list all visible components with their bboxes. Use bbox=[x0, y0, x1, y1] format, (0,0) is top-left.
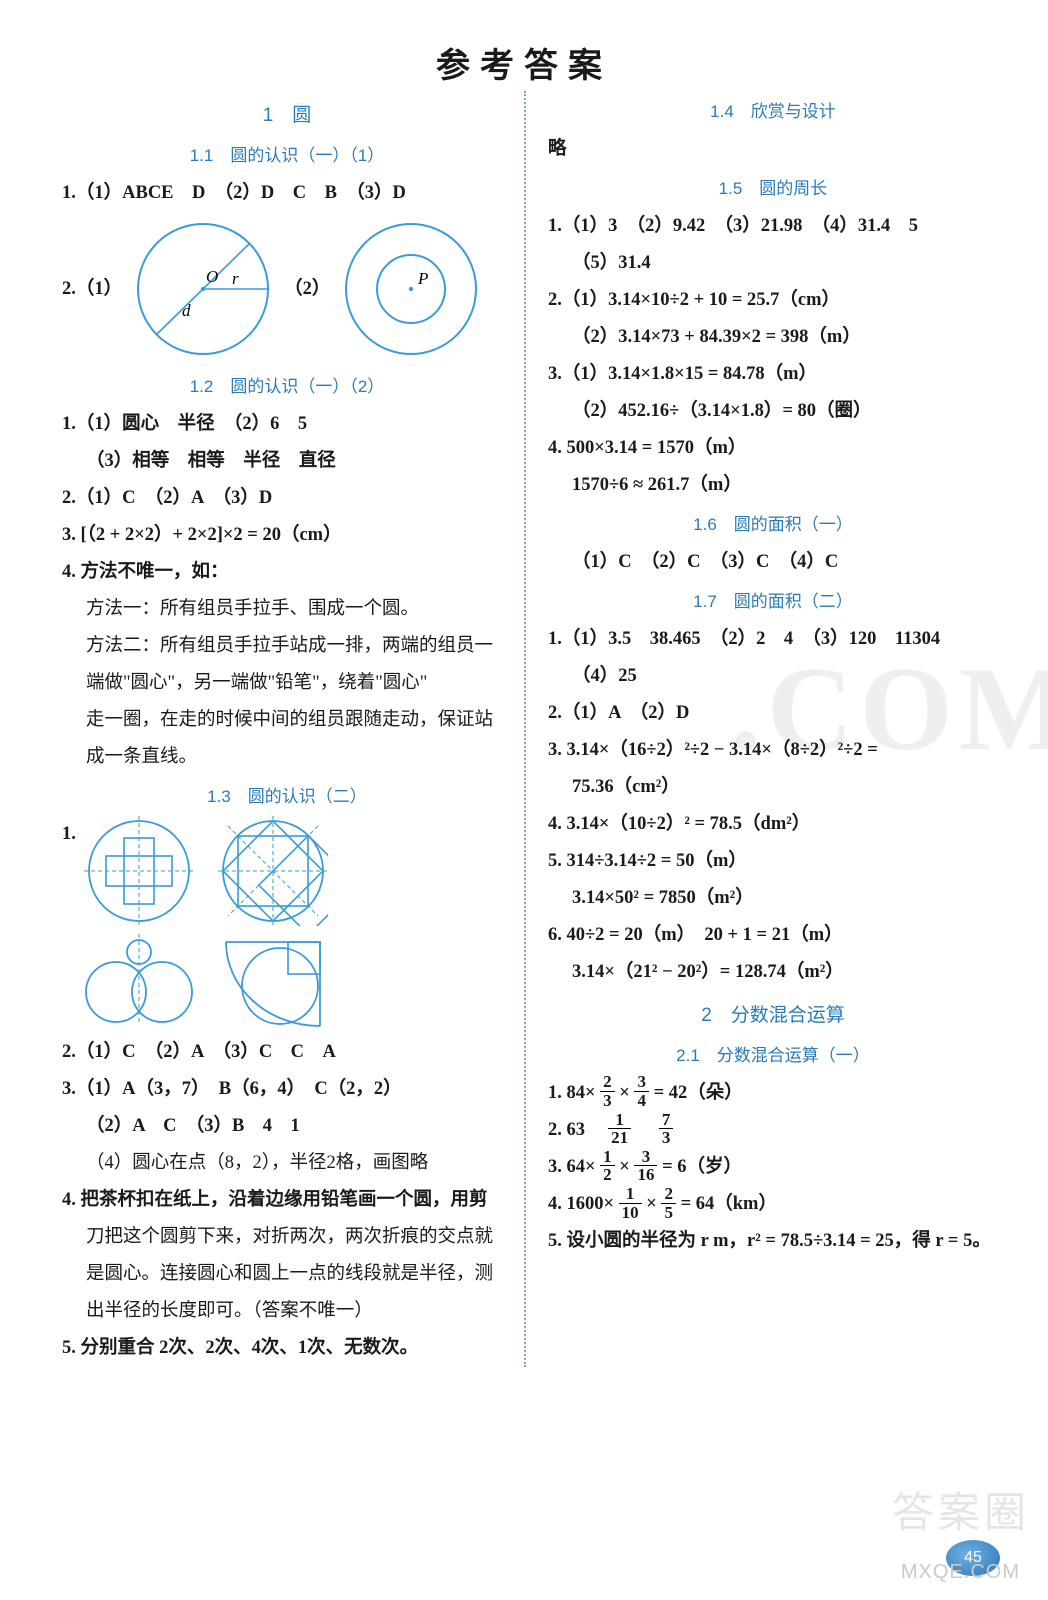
svg-text:r: r bbox=[232, 269, 239, 288]
text: 4. 1600× bbox=[548, 1194, 614, 1214]
s14: 略 bbox=[548, 131, 998, 168]
diagram-grid bbox=[84, 816, 328, 1034]
fraction: 25 bbox=[661, 1185, 676, 1222]
symmetry-diagram-3 bbox=[84, 934, 194, 1024]
section-1-6: 1.6 圆的面积（一） bbox=[548, 508, 998, 542]
s12-4: 4. 方法不唯一，如： bbox=[62, 554, 512, 591]
chapter-2: 2 分数混合运算 bbox=[548, 997, 998, 1035]
section-1-7: 1.7 圆的面积（二） bbox=[548, 585, 998, 619]
s17-5a: 5. 314÷3.14÷2 = 50（m） bbox=[548, 843, 998, 880]
s12-1: 1.（1）圆心 半径 （2）6 5 bbox=[62, 406, 512, 443]
s15-2a: 2.（1）3.14×10÷2 + 10 = 25.7（cm） bbox=[548, 282, 998, 319]
s13-4a: 4. 把茶杯扣在纸上，沿着边缘用铅笔画一个圆，用剪 bbox=[62, 1182, 512, 1219]
label-2-2: （2） bbox=[284, 271, 330, 308]
s15-1a: 1.（1）3 （2）9.42 （3）21.98 （4）31.4 5 bbox=[548, 208, 998, 245]
s15-2b: （2）3.14×73 + 84.39×2 = 398（m） bbox=[548, 319, 998, 356]
text: × bbox=[619, 1083, 630, 1103]
column-divider bbox=[524, 91, 526, 1367]
s21-4: 4. 1600× 110 × 25 = 64（km） bbox=[548, 1186, 998, 1223]
text: = 6（岁） bbox=[662, 1157, 742, 1177]
page: .COM 答案圈 参考答案 1 圆 1.1 圆的认识（一）（1） 1.（1）AB… bbox=[0, 0, 1048, 1600]
s12-4b: 方法二：所有组员手拉手站成一排，两端的组员一 bbox=[62, 628, 512, 665]
section-1-2: 1.2 圆的认识（一）（2） bbox=[62, 370, 512, 404]
s13-4c: 是圆心。连接圆心和圆上一点的线段就是半径，测 bbox=[62, 1256, 512, 1293]
q-1-1-1: 1.（1）ABCE D （2）D C B （3）D bbox=[62, 175, 512, 212]
fraction: 316 bbox=[634, 1148, 657, 1185]
text: 1.（1）ABCE D （2）D C B （3）D bbox=[62, 183, 406, 203]
symmetry-diagram-4 bbox=[218, 934, 328, 1034]
s12-3: 3. [（2 + 2×2）+ 2×2]×2 = 20（cm） bbox=[62, 517, 512, 554]
s17-6a: 6. 40÷2 = 20（m） 20 + 1 = 21（m） bbox=[548, 917, 998, 954]
s13-3b: （2）A C （3）B 4 1 bbox=[62, 1108, 512, 1145]
s13-3c: （4）圆心在点（8，2），半径2格，画图略 bbox=[62, 1145, 512, 1182]
s12-4c: 端做"圆心"，另一端做"铅笔"，绕着"圆心" bbox=[62, 665, 512, 702]
fraction: 110 bbox=[619, 1185, 642, 1222]
section-1-5: 1.5 圆的周长 bbox=[548, 172, 998, 206]
text: × bbox=[619, 1157, 630, 1177]
text: 2. 63 bbox=[548, 1120, 604, 1140]
section-1-4: 1.4 欣赏与设计 bbox=[548, 95, 998, 129]
symmetry-diagram-1 bbox=[84, 816, 194, 926]
section-1-3: 1.3 圆的认识（二） bbox=[62, 780, 512, 814]
svg-text:d: d bbox=[182, 301, 191, 320]
text bbox=[636, 1120, 655, 1140]
page-title: 参考答案 bbox=[0, 0, 1048, 91]
text: 1. 84× bbox=[548, 1083, 596, 1103]
text: 3. 64× bbox=[548, 1157, 596, 1177]
s13-1-label: 1. bbox=[62, 816, 512, 1034]
text: = 42（朵） bbox=[654, 1083, 743, 1103]
s12-2: 2.（1）C （2）A （3）D bbox=[62, 480, 512, 517]
section-2-1: 2.1 分数混合运算（一） bbox=[548, 1039, 998, 1073]
watermark-small: MXQE.COM bbox=[901, 1561, 1020, 1584]
label-2-1: 2.（1） bbox=[62, 271, 122, 308]
s17-3b: 75.36（cm²） bbox=[548, 769, 998, 806]
text: × bbox=[646, 1194, 657, 1214]
text: = 64（km） bbox=[681, 1194, 777, 1214]
columns: 1 圆 1.1 圆的认识（一）（1） 1.（1）ABCE D （2）D C B … bbox=[0, 91, 1048, 1367]
s21-2: 2. 63 121 73 bbox=[548, 1112, 998, 1149]
s13-5: 5. 分别重合 2次、2次、4次、1次、无数次。 bbox=[62, 1330, 512, 1367]
s13-4b: 刀把这个圆剪下来，对折两次，两次折痕的交点就 bbox=[62, 1219, 512, 1256]
s17-6b: 3.14×（21² − 20²）= 128.74（m²） bbox=[548, 954, 998, 991]
s13-2: 2.（1）C （2）A （3）C C A bbox=[62, 1034, 512, 1071]
s12-1b: （3）相等 相等 半径 直径 bbox=[62, 443, 512, 480]
text: 1. bbox=[62, 816, 76, 853]
s15-1b: （5）31.4 bbox=[548, 245, 998, 282]
s15-4b: 1570÷6 ≈ 261.7（m） bbox=[548, 467, 998, 504]
s21-3: 3. 64× 12 × 316 = 6（岁） bbox=[548, 1149, 998, 1186]
s12-4a: 方法一：所有组员手拉手、围成一个圆。 bbox=[62, 591, 512, 628]
fraction: 12 bbox=[600, 1148, 615, 1185]
s17-2: 2.（1）A （2）D bbox=[548, 695, 998, 732]
s16: （1）C （2）C （3）C （4）C bbox=[548, 544, 998, 581]
s17-5b: 3.14×50² = 7850（m²） bbox=[548, 880, 998, 917]
s21-5: 5. 设小圆的半径为 r m，r² = 78.5÷3.14 = 25，得 r =… bbox=[548, 1223, 998, 1260]
s17-3a: 3. 3.14×（16÷2）²÷2 − 3.14×（8÷2）²÷2 = bbox=[548, 732, 998, 769]
chapter-1: 1 圆 bbox=[62, 97, 512, 135]
s21-1: 1. 84× 23 × 34 = 42（朵） bbox=[548, 1075, 998, 1112]
watermark-cn: 答案圈 bbox=[892, 1479, 1030, 1540]
s12-4d: 走一圈，在走的时候中间的组员跟随走动，保证站 bbox=[62, 702, 512, 739]
svg-text:O: O bbox=[206, 267, 218, 286]
s17-1a: 1.（1）3.5 38.465 （2）2 4 （3）120 11304 bbox=[548, 621, 998, 658]
left-column: 1 圆 1.1 圆的认识（一）（1） 1.（1）ABCE D （2）D C B … bbox=[62, 91, 530, 1367]
fraction: 23 bbox=[600, 1073, 615, 1110]
s17-4: 4. 3.14×（10÷2）² = 78.5（dm²） bbox=[548, 806, 998, 843]
svg-text:P: P bbox=[417, 269, 428, 288]
s15-3a: 3.（1）3.14×1.8×15 = 84.78（m） bbox=[548, 356, 998, 393]
right-column: 1.4 欣赏与设计 略 1.5 圆的周长 1.（1）3 （2）9.42 （3）2… bbox=[530, 91, 998, 1367]
s13-3a: 3.（1）A（3，7） B（6，4） C（2，2） bbox=[62, 1071, 512, 1108]
section-1-1: 1.1 圆的认识（一）（1） bbox=[62, 139, 512, 173]
circle-diagram-1: O r d bbox=[128, 214, 278, 364]
s17-1b: （4）25 bbox=[548, 658, 998, 695]
s13-4d: 出半径的长度即可。（答案不唯一） bbox=[62, 1293, 512, 1330]
fraction: 121 bbox=[608, 1111, 631, 1148]
symmetry-diagram-2 bbox=[218, 816, 328, 926]
q-1-1-2: 2.（1） O r d （2） P bbox=[62, 212, 512, 366]
s15-3b: （2）452.16÷（3.14×1.8）= 80（圈） bbox=[548, 393, 998, 430]
fraction: 34 bbox=[634, 1073, 649, 1110]
s12-4e: 成一条直线。 bbox=[62, 739, 512, 776]
circle-diagram-2: P bbox=[336, 214, 486, 364]
s15-4a: 4. 500×3.14 = 1570（m） bbox=[548, 430, 998, 467]
fraction: 73 bbox=[659, 1111, 674, 1148]
